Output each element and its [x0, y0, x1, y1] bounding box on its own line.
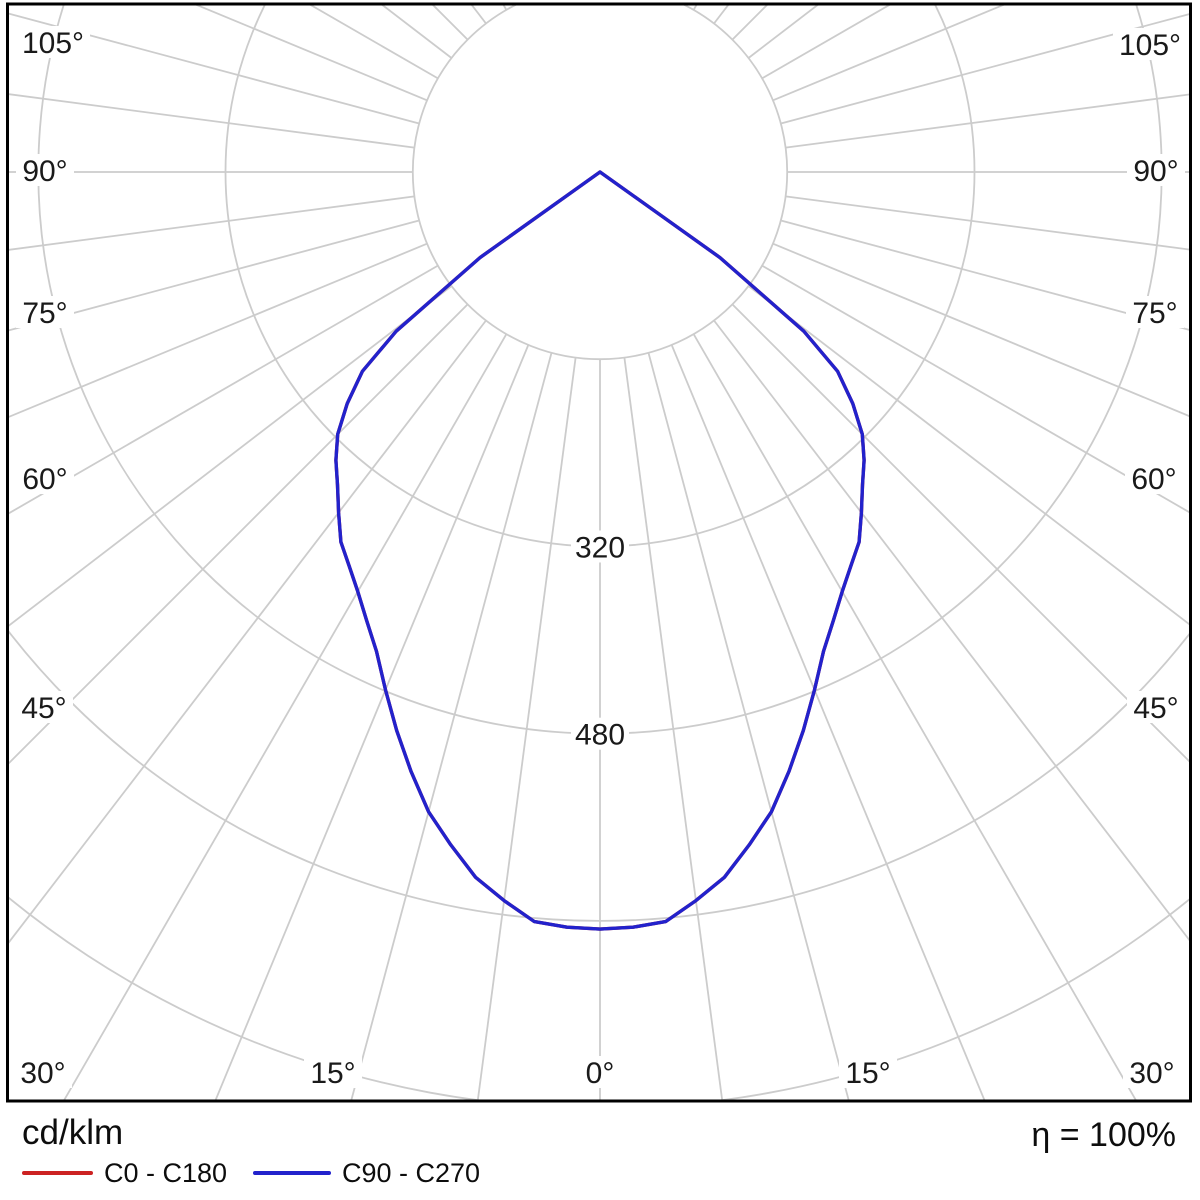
plot-border: [6, 2, 1192, 1103]
angle-label-br15-bg: [839, 1056, 897, 1088]
polar-grid-spoke: [9, 242, 428, 418]
efficiency-label: η = 100%: [1031, 1116, 1176, 1154]
polar-grid-spoke: [780, 13, 1189, 125]
units-label: cd/klm: [22, 1113, 124, 1152]
legend-label-c90-c270: C90 - C270: [342, 1157, 481, 1188]
angle-label-br30: 30°: [1129, 1057, 1174, 1090]
angle-label-bl15: 15°: [310, 1057, 355, 1090]
polar-grid-spoke: [772, 242, 1189, 417]
angle-label-r45-bg: [1127, 691, 1185, 723]
angle-label-bl15-bg: [304, 1056, 362, 1088]
angle-label-l60: 60°: [22, 463, 67, 496]
polar-grid-spoke: [9, 12, 420, 125]
polar-grid-spoke: [9, 264, 439, 515]
polar-grid-spoke: [9, 319, 487, 944]
polar-grid-spoke: [785, 195, 1189, 251]
angle-label-l45-bg: [15, 691, 73, 723]
angle-label-r60: 60°: [1131, 463, 1176, 496]
angle-label-bl30: 30°: [20, 1057, 65, 1090]
polar-grid-spoke: [692, 333, 1137, 1100]
angle-label-r75-bg: [1126, 296, 1184, 328]
polar-grid-spoke: [350, 352, 553, 1100]
polar-grid-spoke: [9, 303, 469, 765]
polar-grid-spoke: [670, 344, 986, 1100]
angle-label-bl30-bg: [14, 1056, 72, 1088]
polar-grid-ring: [411, 5, 789, 361]
polar-grid-spoke: [9, 195, 415, 251]
polar-grid-spoke: [623, 357, 723, 1100]
angle-label-l90-bg: [16, 154, 74, 186]
legend-swatch-c0-c180-icon: [22, 1171, 93, 1175]
polar-grid-spoke: [9, 219, 420, 332]
angle-label-r45: 45°: [1133, 692, 1178, 725]
angle-label-l60-bg: [16, 462, 74, 494]
polar-grid-spoke: [9, 285, 453, 627]
legend-swatch-c90-c270-icon: [253, 1171, 331, 1175]
angle-label-r105-bg: [1113, 28, 1187, 60]
radial-label-480: 480: [575, 718, 625, 751]
angle-label-l105: 105°: [22, 27, 84, 60]
angle-label-l75: 75°: [22, 297, 67, 330]
legend: C0 - C180 C90 - C270: [0, 1158, 1200, 1192]
angle-label-b0: 0°: [586, 1057, 615, 1090]
angle-label-br15: 15°: [845, 1057, 890, 1090]
polar-grid-spoke: [731, 303, 1189, 763]
polar-grid-spoke: [761, 264, 1189, 514]
angle-label-r90: 90°: [1133, 155, 1178, 188]
polar-grid-spoke: [780, 219, 1189, 331]
legend-item-c90-c270: C90 - C270: [253, 1158, 480, 1188]
angle-label-l90: 90°: [22, 155, 67, 188]
angle-label-r75: 75°: [1132, 297, 1177, 330]
polar-grid-spoke: [195, 5, 428, 102]
polar-grid-spoke: [214, 344, 530, 1100]
radial-label-320-bg: [571, 530, 629, 563]
radial-label-320: 320: [575, 531, 625, 564]
legend-item-c0-c180: C0 - C180: [22, 1158, 227, 1188]
polar-grid-spoke: [785, 93, 1189, 149]
angle-label-l75-bg: [16, 296, 74, 328]
curve-c90-c270: [334, 170, 866, 931]
polar-grid-spoke: [772, 5, 1005, 102]
polar-grid-spoke: [647, 352, 850, 1100]
angle-label-r90-bg: [1127, 154, 1185, 186]
angle-label-r60-bg: [1125, 462, 1183, 494]
legend-label-c0-c180: C0 - C180: [104, 1157, 228, 1188]
polar-grid-spoke: [713, 319, 1189, 942]
polar-grid-spoke: [9, 93, 415, 149]
radial-label-480-bg: [571, 717, 629, 750]
angle-label-r105: 105°: [1119, 29, 1181, 62]
polar-grid-spoke: [747, 285, 1189, 626]
angle-label-l45: 45°: [21, 692, 66, 725]
curves: [334, 170, 866, 931]
angle-label-l105-bg: [16, 26, 90, 58]
angle-label-br30-bg: [1123, 1056, 1181, 1088]
polar-grid-spoke: [477, 357, 577, 1100]
axis-labels: 105° 90° 75° 60° 45° 30° 15° 0° 15° 30° 45° 60° 75° 9…: [14, 26, 1187, 1090]
polar-grid-spoke: [63, 333, 508, 1100]
angle-label-b0-bg: [579, 1056, 621, 1088]
